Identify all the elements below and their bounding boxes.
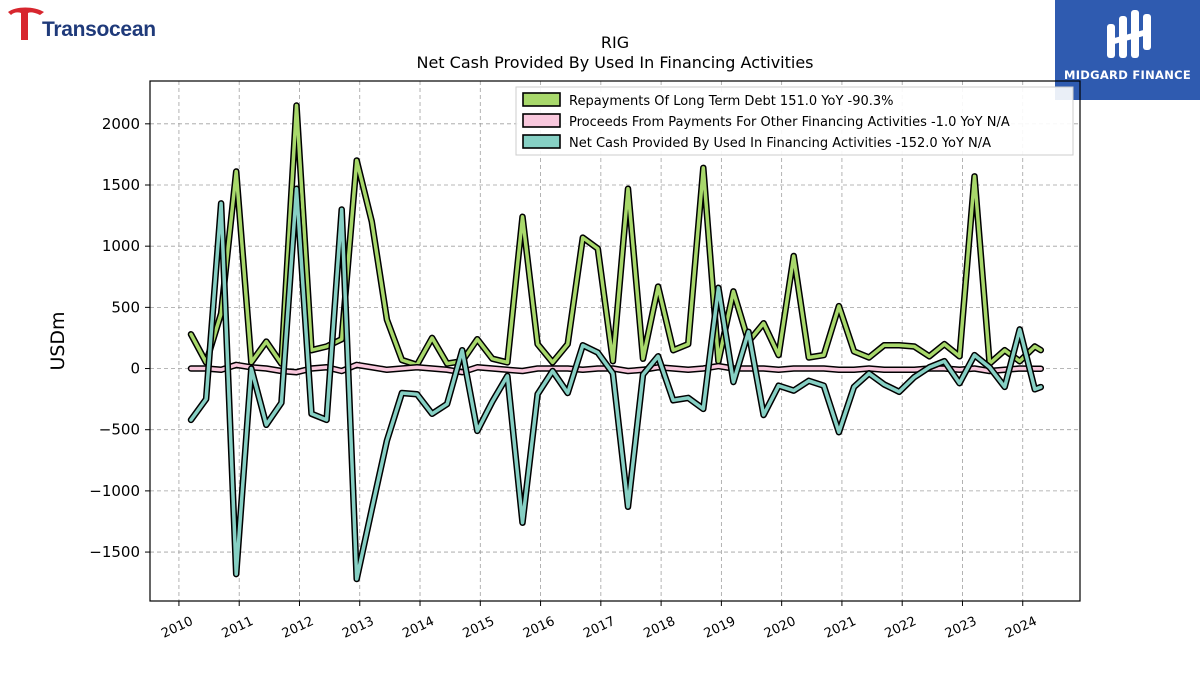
y-tick-label: 2000 xyxy=(102,115,140,133)
x-tick-label: 2021 xyxy=(822,614,858,642)
transocean-logo-text: Transocean xyxy=(42,18,156,41)
series-net-cash-line xyxy=(187,185,1045,583)
legend-label-repayments: Repayments Of Long Term Debt 151.0 YoY -… xyxy=(569,94,894,109)
series-net-cash-line-stroke xyxy=(189,186,1043,581)
y-tick-label: −1000 xyxy=(89,482,140,500)
legend: Repayments Of Long Term Debt 151.0 YoY -… xyxy=(515,86,1074,156)
legend-label-proceeds: Proceeds From Payments For Other Financi… xyxy=(569,115,1010,130)
x-tick-label: 2016 xyxy=(521,614,557,642)
legend-swatch-repayments xyxy=(522,92,561,107)
legend-swatch-net-cash xyxy=(522,134,561,149)
y-tick-label: −1500 xyxy=(89,543,140,561)
chart-title: RIG xyxy=(601,33,629,52)
y-tick-label: 1000 xyxy=(102,237,140,255)
y-tick-label: 1500 xyxy=(102,176,140,194)
x-tick-label: 2015 xyxy=(461,614,497,642)
x-tick-label: 2012 xyxy=(280,614,316,642)
x-tick-label: 2017 xyxy=(581,614,617,642)
series-net-cash-line-outline xyxy=(187,185,1045,583)
series-proceeds-line xyxy=(187,361,1045,376)
series-proceeds-line-stroke xyxy=(189,363,1043,374)
legend-label-net-cash: Net Cash Provided By Used In Financing A… xyxy=(569,136,991,151)
series-layer xyxy=(187,102,1045,583)
plot-frame xyxy=(149,80,1081,602)
y-axis-label: USDm xyxy=(47,311,69,370)
x-tick-label: 2014 xyxy=(400,614,436,642)
midgard-finance-logo: MIDGARD FINANCE xyxy=(1055,0,1200,100)
x-tick-label: 2024 xyxy=(1003,614,1039,642)
x-tick-label: 2020 xyxy=(762,614,798,642)
x-tick-label: 2023 xyxy=(943,614,979,642)
x-tick-label: 2019 xyxy=(702,614,738,642)
chart-subtitle: Net Cash Provided By Used In Financing A… xyxy=(416,53,813,72)
x-tick-label: 2010 xyxy=(159,614,195,642)
y-tick-label: 500 xyxy=(111,298,140,316)
x-axis: 2010 2011 2012 2013 2014 2015 2016 2017 2018 2019… xyxy=(159,601,1039,642)
transocean-logo: Transocean xyxy=(4,4,194,46)
midgard-finance-text: MIDGARD FINANCE xyxy=(1063,68,1192,82)
y-axis: −1500 −1000 −500 0 500 1000 1500 2000 xyxy=(89,115,150,561)
x-tick-label: 2013 xyxy=(340,614,376,642)
legend-swatch-proceeds xyxy=(522,113,561,128)
legend-box xyxy=(515,86,1074,156)
y-tick-label: −500 xyxy=(99,421,140,439)
x-tick-label: 2022 xyxy=(883,614,919,642)
x-tick-label: 2018 xyxy=(641,614,677,642)
midgard-finance-icon xyxy=(1107,10,1151,58)
x-tick-label: 2011 xyxy=(220,614,256,642)
transocean-t-icon xyxy=(8,7,44,40)
transocean-logo-mark xyxy=(8,7,44,40)
y-tick-label: 0 xyxy=(130,360,140,378)
